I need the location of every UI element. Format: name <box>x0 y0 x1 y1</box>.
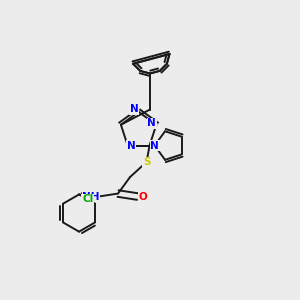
Text: O: O <box>139 191 147 202</box>
Text: N: N <box>150 140 159 151</box>
Text: S: S <box>143 157 150 167</box>
Text: N: N <box>127 140 136 151</box>
Text: NH: NH <box>82 191 100 202</box>
Text: N: N <box>130 104 139 115</box>
Text: N: N <box>147 118 156 128</box>
Text: Cl: Cl <box>82 194 93 204</box>
